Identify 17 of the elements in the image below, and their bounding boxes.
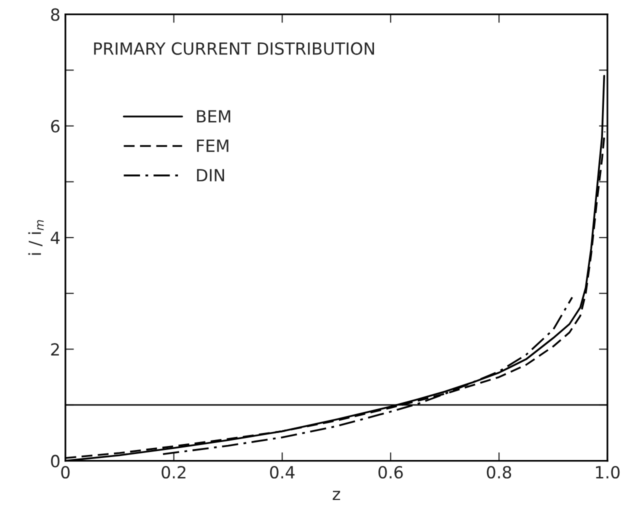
y-tick-label: 6 <box>51 120 60 133</box>
text: PRIMARY CURRENT DISTRIBUTION <box>94 42 374 55</box>
x-tick-label: 0.2 <box>162 466 186 479</box>
y-tick-label: 0 <box>51 454 60 468</box>
x-tick-label: 0.4 <box>270 466 295 479</box>
legend-label: FEM <box>197 140 228 152</box>
y-tick-label: 2 <box>51 343 59 356</box>
y-tick-label: 4 <box>50 232 60 244</box>
y-axis-title: i / i$_{m}$ <box>28 220 44 255</box>
x-tick-label: 0.8 <box>486 466 512 479</box>
legend-label: DIN <box>197 169 224 182</box>
y-tick-label: 8 <box>51 8 60 21</box>
x-tick-label: 0.6 <box>378 466 403 479</box>
x-tick-label: 1.0 <box>596 466 620 479</box>
legend-label: BEM <box>197 110 230 122</box>
x-axis-title: z <box>332 490 340 500</box>
x-tick-label: 0 <box>61 466 70 479</box>
